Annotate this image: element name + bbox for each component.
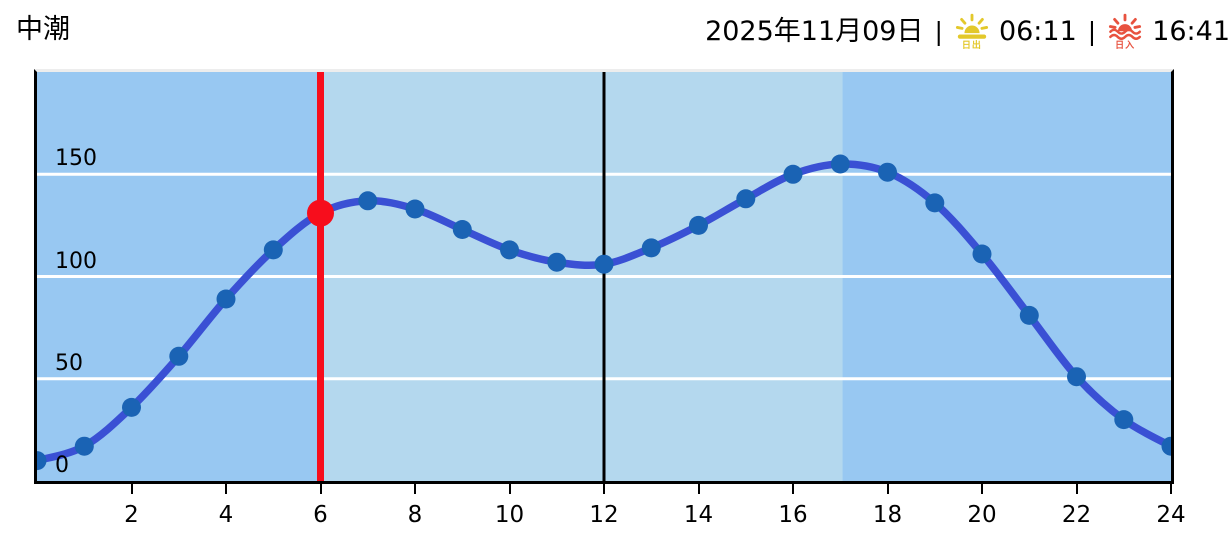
x-tick-label: 16 [778,502,808,528]
sunrise-label: 日出 [961,41,982,51]
separator: | [934,17,943,46]
x-tick-mark [130,484,133,494]
sunrise-time: 06:11 [998,16,1077,47]
x-tick-label: 6 [313,502,328,528]
sunset-sun-glyph [1109,13,1142,40]
x-tick-label: 2 [124,502,139,528]
x-tick-label: 12 [589,502,619,528]
x-tick-mark [225,484,227,494]
date-sun-info: 2025年11月09日 | 日出 06:11 | [705,8,1230,56]
sunset-label: 日入 [1115,41,1136,51]
sunset-icon: 日入 [1107,13,1143,51]
sunrise-sun-glyph [955,13,988,39]
x-tick-label: 4 [218,502,234,528]
x-tick-mark [508,484,511,494]
separator: | [1087,17,1097,46]
sunset-time: 16:41 [1152,16,1230,47]
tide-plot-area: 0 50 100 150 [34,69,1174,484]
tide-curve-chart [37,72,1171,481]
x-tick-label: 22 [1061,502,1092,528]
x-tick-label: 10 [494,502,525,528]
x-tick-mark [981,484,983,494]
y-tick-label: 50 [55,350,83,376]
x-tick-mark [319,484,322,494]
x-tick-mark [1170,484,1172,494]
x-tick-label: 14 [683,502,714,528]
sunrise-icon: 日出 [954,13,990,51]
y-tick-label: 150 [55,146,97,172]
x-axis: 2 4 6 8 10 12 14 16 18 20 22 24 [37,484,1186,542]
y-tick-label: 100 [55,248,97,274]
x-tick-mark [886,484,889,494]
tide-type-label: 中潮 [16,14,70,45]
y-tick-label: 0 [55,453,69,478]
x-tick-mark [414,484,416,494]
x-tick-mark [697,484,700,494]
x-tick-mark [603,484,605,494]
x-tick-label: 8 [407,502,423,528]
x-tick-label: 24 [1156,502,1186,528]
x-tick-mark [1075,484,1078,494]
date-label: 2025年11月09日 [705,16,924,47]
x-tick-mark [792,484,794,494]
x-tick-label: 18 [872,502,903,528]
x-tick-label: 20 [967,502,997,528]
